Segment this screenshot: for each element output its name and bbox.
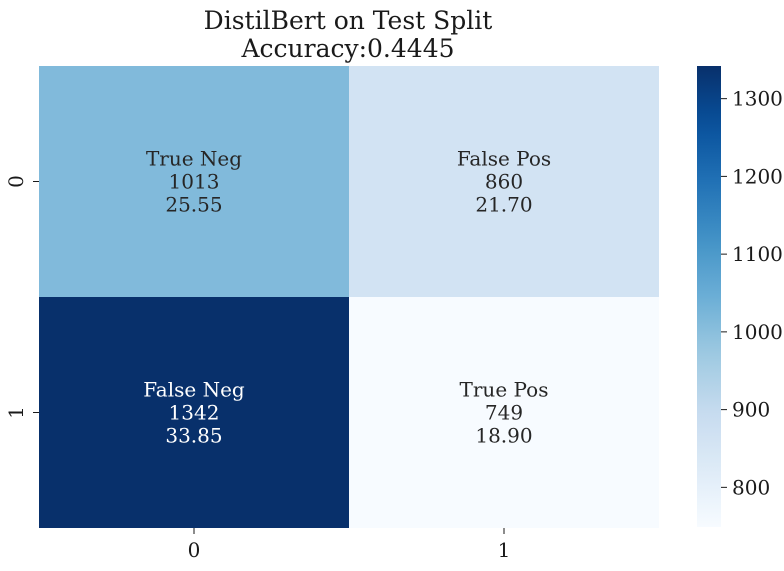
colorbar-tick-label: 1100 xyxy=(732,242,783,266)
cell-label: True Neg xyxy=(146,147,242,171)
cell-percent: 33.85 xyxy=(165,424,222,448)
heatmap-cell xyxy=(39,297,349,528)
cell-label: False Neg xyxy=(143,378,245,402)
colorbar-tick-label: 900 xyxy=(732,398,770,422)
heatmap-cell xyxy=(39,66,349,297)
colorbar-tick-label: 1000 xyxy=(732,320,783,344)
chart-subtitle: Accuracy:0.4445 xyxy=(240,34,454,63)
colorbar-tick-label: 1200 xyxy=(732,164,783,188)
cell-percent: 18.90 xyxy=(475,424,532,448)
colorbar: 800 900 1000 1100 1200 1300 xyxy=(697,66,783,527)
heatmap-cell xyxy=(349,66,659,297)
chart-title: DistilBert on Test Split xyxy=(204,6,493,35)
heatmap-cell xyxy=(349,297,659,528)
colorbar-gradient xyxy=(697,66,721,527)
colorbar-tick-label: 1300 xyxy=(732,87,783,111)
cell-count: 860 xyxy=(485,170,523,194)
cell-percent: 21.70 xyxy=(475,193,532,217)
cell-count: 1013 xyxy=(169,170,220,194)
x-tick-label: 0 xyxy=(188,538,201,562)
cell-label: False Pos xyxy=(457,147,551,171)
y-tick-label: 1 xyxy=(4,406,28,419)
cell-count: 1342 xyxy=(169,401,220,425)
cell-percent: 25.55 xyxy=(165,193,222,217)
x-tick-label: 1 xyxy=(498,538,511,562)
heatmap-axes: 0 1 0 1 xyxy=(4,175,510,562)
cell-label: True Pos xyxy=(460,378,549,402)
colorbar-tick-label: 800 xyxy=(732,475,770,499)
y-tick-label: 0 xyxy=(4,175,28,188)
cell-count: 749 xyxy=(485,401,523,425)
